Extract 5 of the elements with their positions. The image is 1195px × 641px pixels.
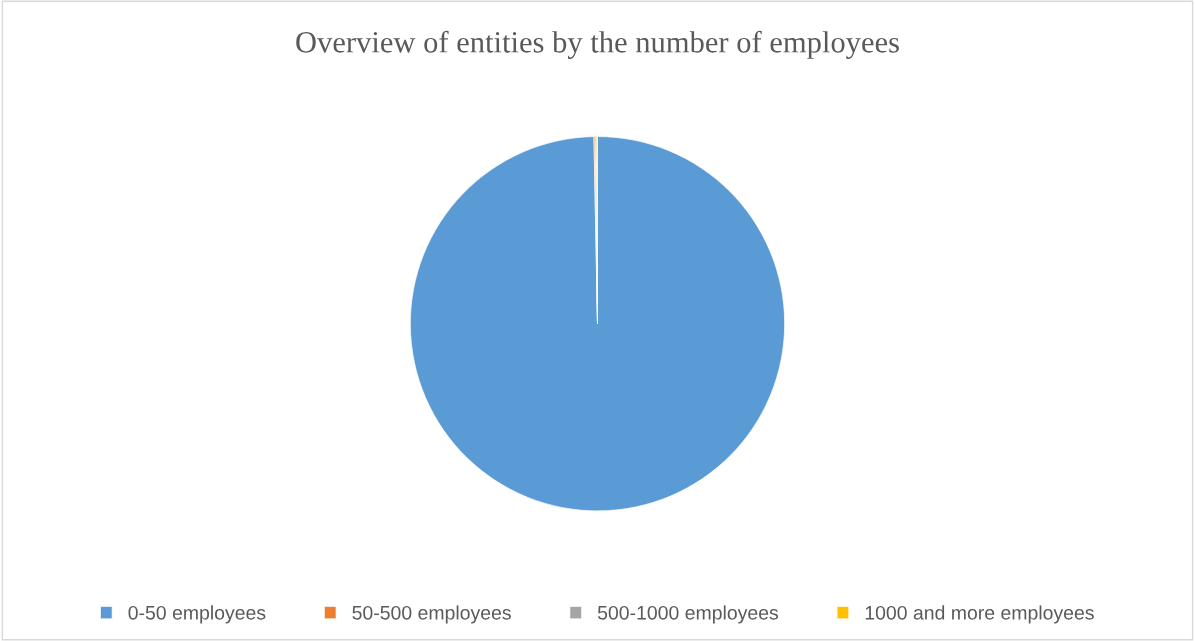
chart-title: Overview of entities by the number of employees — [296, 30, 899, 59]
legend-label: 1000 and more employees — [865, 605, 1094, 624]
legend-label: 50-500 employees — [352, 605, 511, 624]
legend-label: 500-1000 employees — [597, 605, 779, 624]
legend-label: 0-50 employees — [128, 605, 266, 624]
